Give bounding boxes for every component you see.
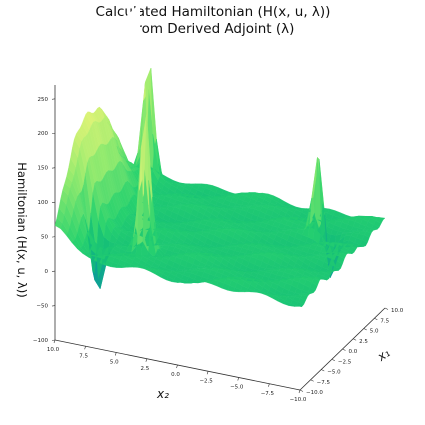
z-tick-label: −100 bbox=[33, 338, 49, 344]
y-tick-label: 7.5 bbox=[79, 353, 88, 359]
x-tick-label: 10.0 bbox=[391, 308, 404, 314]
y-tick-label: 10.0 bbox=[47, 347, 60, 353]
z-tick-mark bbox=[51, 132, 56, 135]
x-tick-mark bbox=[384, 307, 389, 310]
x-tick-label: 7.5 bbox=[380, 318, 389, 324]
z-tick-mark bbox=[51, 236, 56, 238]
z-tick-mark bbox=[51, 201, 56, 203]
x-tick-mark bbox=[363, 328, 367, 331]
x-tick-mark bbox=[321, 369, 325, 372]
z-tick-mark bbox=[51, 270, 56, 272]
y-tick-label: −7.5 bbox=[261, 391, 275, 397]
y-tick-label: −10.0 bbox=[290, 397, 307, 403]
x-tick-label: −10.0 bbox=[306, 390, 323, 396]
z-tick-label: −50 bbox=[36, 304, 48, 310]
y-tick-label: 2.5 bbox=[141, 366, 150, 372]
y-tick-mark bbox=[268, 383, 270, 387]
ticks-layer: −100−5005010015020025010.07.55.02.50.0−2… bbox=[33, 97, 404, 403]
surface-layer bbox=[54, 67, 386, 307]
z-tick-label: 150 bbox=[38, 166, 49, 172]
z-tick-label: 50 bbox=[41, 235, 48, 241]
z-tick-label: 250 bbox=[38, 97, 49, 103]
y-tick-mark bbox=[298, 389, 301, 394]
z-tick-label: 0 bbox=[45, 269, 49, 275]
x-tick-mark bbox=[331, 358, 336, 362]
x-tick-label: −2.5 bbox=[338, 359, 352, 365]
x-tick-label: 5.0 bbox=[370, 329, 379, 335]
y-tick-mark bbox=[145, 358, 148, 362]
z-tick-mark bbox=[51, 167, 56, 169]
z-tick-mark bbox=[51, 98, 56, 100]
x-tick-mark bbox=[310, 379, 314, 382]
x-tick-label: 2.5 bbox=[359, 339, 368, 345]
x-tick-label: 0.0 bbox=[349, 349, 358, 355]
x-tick-mark bbox=[299, 389, 304, 392]
x-tick-label: −7.5 bbox=[317, 380, 331, 386]
x-tick-label: −5.0 bbox=[327, 370, 341, 376]
y-tick-mark bbox=[114, 352, 117, 356]
z-axis-label: Hamiltonian (H(x, u, λ)) bbox=[15, 162, 29, 297]
x-tick-mark bbox=[374, 317, 378, 321]
y-tick-mark bbox=[206, 371, 209, 375]
y-tick-mark bbox=[237, 377, 240, 381]
surface-patch bbox=[377, 217, 386, 221]
y-tick-mark bbox=[53, 339, 56, 344]
y-tick-label: 0.0 bbox=[171, 372, 180, 378]
y-tick-label: 5.0 bbox=[110, 360, 119, 366]
y-tick-mark bbox=[84, 346, 86, 350]
y-tick-label: −2.5 bbox=[199, 378, 213, 384]
y-axis-label: x₂ bbox=[156, 387, 169, 401]
y-tick-mark bbox=[176, 364, 178, 369]
z-tick-mark bbox=[51, 339, 56, 341]
z-tick-mark bbox=[51, 305, 56, 307]
z-tick-label: 100 bbox=[38, 200, 49, 206]
chart-subtitle: from Derived Adjoint (λ) bbox=[132, 21, 295, 37]
chart-title: Calculated Hamiltonian (H(x, u, λ)) bbox=[96, 4, 331, 20]
z-tick-label: 200 bbox=[38, 131, 49, 137]
y-tick-label: −5.0 bbox=[230, 385, 244, 391]
x-tick-mark bbox=[352, 338, 357, 341]
x-tick-mark bbox=[342, 348, 346, 351]
